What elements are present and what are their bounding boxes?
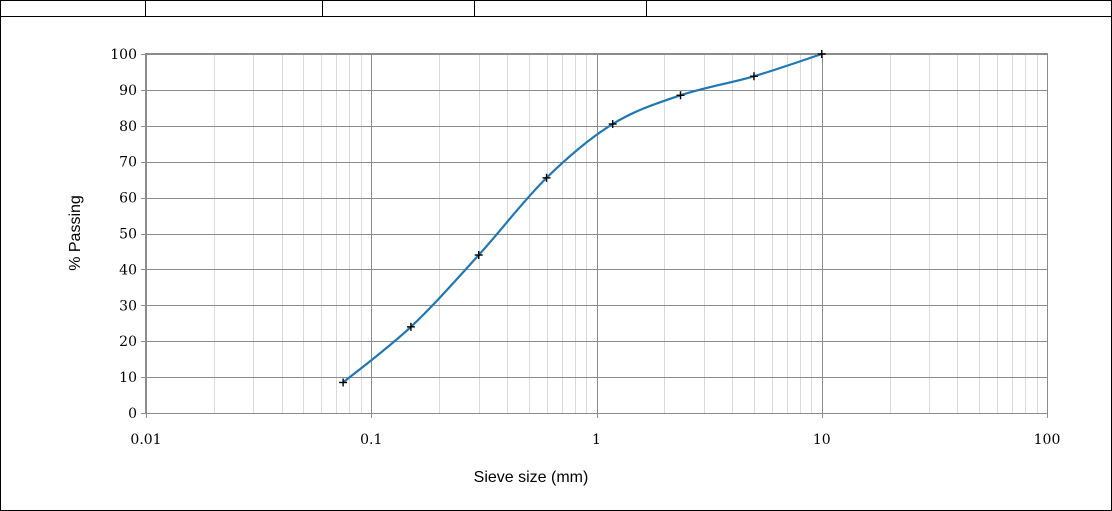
- y-tick-label: 90: [119, 83, 137, 99]
- gridlines: [146, 54, 1048, 414]
- y-tick-label: 40: [119, 262, 137, 278]
- series-layer: [339, 50, 826, 387]
- x-tick-label: 1: [592, 432, 601, 448]
- x-tick-label: 0.01: [130, 432, 161, 448]
- plot-area-border: [145, 53, 1048, 414]
- data-point-marker: [474, 251, 483, 260]
- y-tick-label: 100: [110, 47, 137, 63]
- data-point-marker: [542, 173, 551, 182]
- x-tick-label: 10: [813, 432, 831, 448]
- y-tick-label: 20: [119, 334, 137, 350]
- data-point-marker: [406, 322, 415, 331]
- y-tick-label: 80: [119, 119, 137, 135]
- data-point-marker: [676, 91, 685, 100]
- x-axis-title: Sieve size (mm): [474, 469, 589, 486]
- y-axis-ticks: 0 10 20 30 40 50 60 70 80 90 100: [110, 47, 146, 422]
- y-tick-label: 60: [119, 191, 137, 207]
- y-axis-title: % Passing: [67, 195, 84, 271]
- y-tick-label: 50: [119, 227, 137, 243]
- data-point-marker: [339, 378, 348, 387]
- series-line: [342, 52, 823, 384]
- y-tick-label: 30: [119, 298, 137, 314]
- data-point-marker: [817, 50, 826, 58]
- x-tick-label: 0.1: [360, 432, 382, 448]
- data-point-marker: [749, 72, 758, 81]
- x-tick-label: 100: [1034, 432, 1061, 448]
- y-tick-label: 70: [119, 155, 137, 171]
- x-axis-ticks: 0.01 0.1 1 10 100: [130, 413, 1060, 448]
- y-tick-label: 10: [119, 370, 137, 386]
- data-point-marker: [608, 120, 617, 129]
- y-tick-label: 0: [128, 406, 137, 422]
